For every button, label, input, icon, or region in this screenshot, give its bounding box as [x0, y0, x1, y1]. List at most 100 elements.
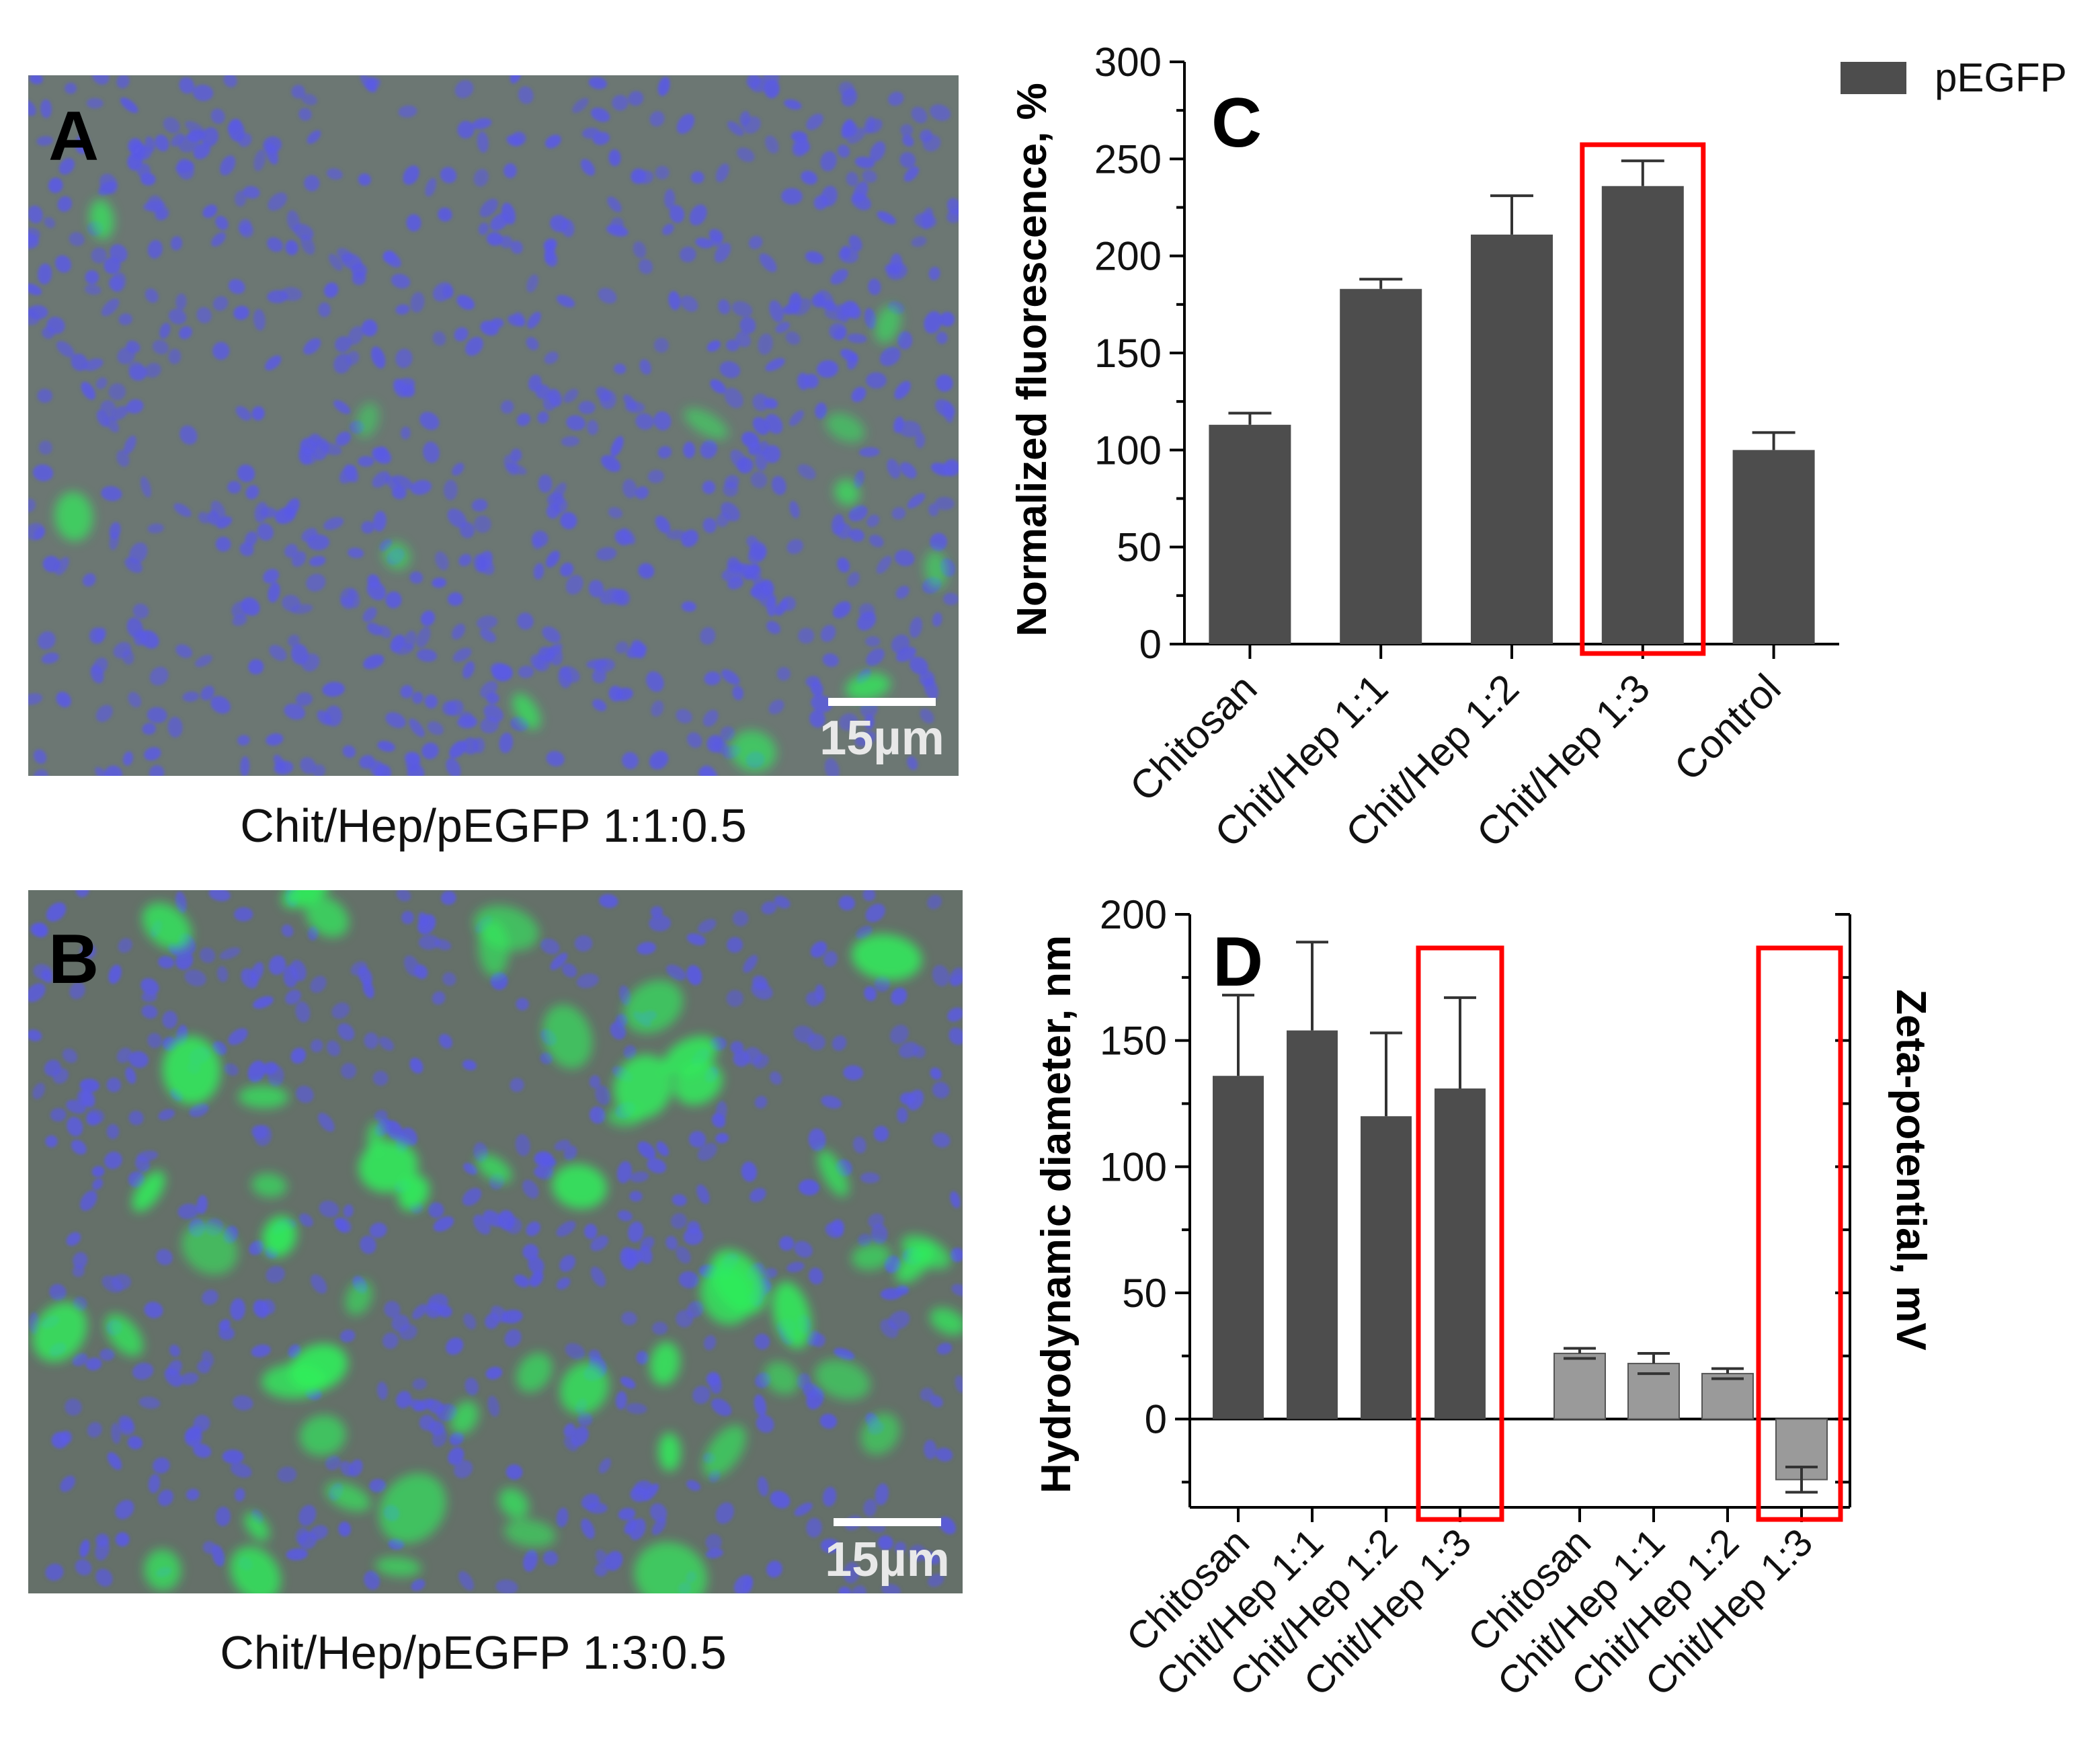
nucleus — [148, 1474, 161, 1494]
nucleus — [231, 601, 248, 619]
nucleus — [758, 1476, 769, 1497]
nucleus — [158, 955, 175, 969]
micrograph-a-background — [28, 75, 959, 776]
nucleus — [543, 238, 557, 251]
nucleus — [895, 1285, 909, 1296]
nucleus — [446, 699, 464, 717]
nucleus — [277, 1466, 297, 1483]
nucleus — [608, 685, 623, 702]
nucleus — [646, 671, 664, 692]
nucleus — [761, 901, 777, 914]
nucleus — [378, 1037, 395, 1051]
nucleus — [118, 938, 132, 953]
nucleus — [285, 989, 301, 1005]
nucleus — [95, 1569, 113, 1587]
nucleus — [56, 341, 75, 358]
nucleus — [924, 1439, 937, 1460]
nucleus — [830, 269, 848, 285]
nucleus — [808, 1267, 823, 1285]
nucleus — [794, 1503, 813, 1516]
nucleus — [335, 336, 352, 352]
nucleus — [473, 553, 487, 573]
gfp-cell — [814, 1359, 871, 1400]
chart-c-ytick-label: 200 — [1094, 234, 1162, 279]
nucleus — [116, 450, 130, 467]
nucleus — [446, 1337, 464, 1355]
nucleus — [544, 351, 559, 364]
nucleus — [556, 1277, 571, 1290]
nucleus — [126, 399, 144, 414]
nucleus — [95, 766, 111, 776]
nucleus — [711, 1398, 732, 1417]
nucleus — [322, 682, 345, 697]
nucleus — [290, 1047, 307, 1064]
nucleus — [851, 1585, 866, 1593]
nucleus — [598, 288, 617, 304]
nucleus — [516, 413, 531, 426]
nucleus — [89, 627, 105, 644]
gfp-cell — [299, 1415, 346, 1456]
nucleus — [228, 1028, 248, 1045]
nucleus — [212, 342, 230, 360]
nucleus — [665, 964, 686, 981]
nucleus — [727, 557, 740, 570]
nucleus — [48, 177, 63, 194]
nucleus — [528, 374, 542, 392]
nucleus — [473, 169, 489, 187]
chart-d-ytick-label: 0 — [1145, 1397, 1167, 1442]
nucleus — [376, 1382, 388, 1400]
nucleus — [746, 535, 758, 548]
nucleus — [643, 1483, 659, 1501]
nucleus — [250, 962, 264, 983]
nucleus — [143, 200, 165, 212]
nucleus — [366, 580, 387, 601]
nucleus — [743, 955, 758, 973]
nucleus — [590, 1267, 606, 1287]
nucleus — [768, 699, 784, 715]
nucleus — [106, 1077, 122, 1093]
nucleus — [841, 301, 859, 318]
nucleus — [752, 393, 770, 411]
nucleus — [448, 1447, 465, 1466]
nucleus — [403, 165, 419, 185]
nucleus — [656, 1141, 669, 1156]
nucleus — [159, 322, 171, 340]
nucleus — [267, 290, 288, 303]
nucleus — [832, 601, 851, 619]
nucleus — [96, 409, 110, 428]
nucleus — [298, 446, 313, 465]
nucleus — [135, 1156, 151, 1173]
chart-d-bar-diameter — [1435, 1088, 1486, 1419]
nucleus — [824, 309, 846, 321]
nucleus — [626, 643, 647, 658]
nucleus — [626, 1402, 647, 1415]
nucleus — [479, 198, 498, 218]
nucleus — [727, 121, 744, 136]
gfp-cell — [649, 1341, 680, 1386]
chart-d-ytick-label: 200 — [1100, 892, 1167, 937]
chart-c-ytick-label: 300 — [1094, 40, 1162, 85]
nucleus — [463, 1162, 478, 1175]
gfp-cell — [825, 413, 865, 443]
nucleus — [419, 1415, 436, 1431]
gfp-cell — [658, 1433, 681, 1472]
gfp-cell — [930, 1308, 963, 1335]
nucleus — [565, 574, 583, 595]
nucleus — [730, 1041, 744, 1054]
nucleus — [849, 528, 864, 542]
gfp-cell — [345, 1280, 373, 1316]
nucleus — [886, 262, 907, 280]
nucleus — [589, 1106, 606, 1124]
nucleus — [578, 401, 596, 414]
nucleus — [532, 530, 549, 547]
nucleus — [639, 359, 651, 375]
nucleus — [170, 236, 183, 251]
nucleus — [202, 204, 218, 219]
nucleus — [650, 906, 663, 918]
nucleus — [307, 130, 321, 145]
nucleus — [476, 615, 498, 629]
gfp-cell — [772, 1281, 811, 1349]
nucleus — [592, 699, 607, 711]
nucleus — [37, 389, 53, 403]
nucleus — [518, 86, 534, 104]
